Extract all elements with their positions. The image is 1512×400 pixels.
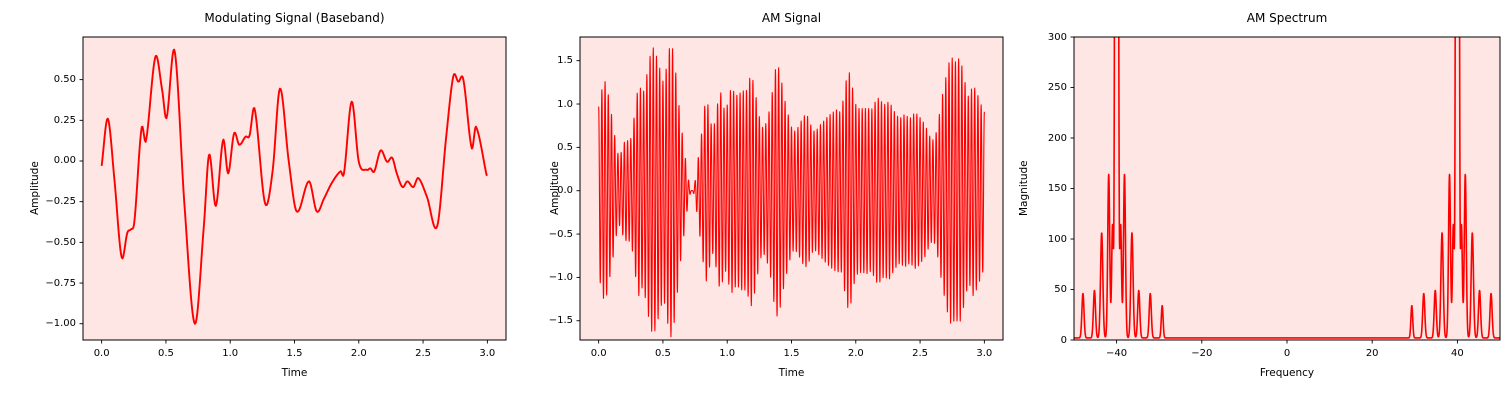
plot-title-baseband: Modulating Signal (Baseband) [204,11,385,25]
y-tick-label: 200 [1047,132,1067,144]
y-tick-label: 0.0 [557,185,573,197]
y-tick-label: 0.50 [53,74,76,86]
x-tick-label: 2.5 [415,348,432,359]
y-tick-label: 1.0 [557,98,573,110]
y-tick-label: 0 [1060,334,1067,346]
x-axis-label-am-signal: Time [778,367,805,379]
y-tick-label: 1.5 [557,55,573,67]
y-tick-label: −1.5 [548,315,573,327]
plot-area-bg [1074,37,1500,340]
x-tick-label: 2.0 [847,348,864,359]
x-tick-label: 2.0 [350,348,367,359]
y-tick-label: −1.00 [45,318,76,330]
x-tick-label: −20 [1191,348,1213,359]
x-tick-label: 20 [1365,348,1379,359]
x-tick-label: 40 [1451,348,1464,359]
x-tick-label: 3.0 [976,348,993,359]
x-tick-label: 1.0 [719,348,736,359]
x-tick-label: 2.5 [912,348,929,359]
baseband-signal-line [100,48,488,325]
x-tick-label: 1.0 [222,348,239,359]
x-tick-label: 0 [1283,348,1291,359]
plot-area-bg [83,37,506,340]
y-tick-label: −1.0 [548,271,573,283]
y-tick-label: −0.50 [45,236,76,248]
y-tick-label: 0.00 [53,155,76,167]
y-tick-label: 0.25 [53,114,76,126]
y-tick-label: 50 [1054,284,1067,295]
y-tick-label: 0.5 [557,141,573,153]
x-tick-label: −40 [1106,348,1128,359]
plot-area-bg [580,37,1003,340]
x-tick-label: 0.5 [157,348,174,359]
y-tick-label: 100 [1047,233,1067,245]
x-tick-label: 0.5 [654,348,671,359]
y-tick-label: −0.25 [45,196,76,208]
plot-title-am-signal: AM Signal [761,11,822,25]
x-tick-label: 1.5 [783,348,800,359]
x-axis-label-am-spectrum: Frequency [1259,367,1315,379]
x-tick-label: 3.0 [479,348,496,359]
am-signal-line [598,47,985,338]
y-tick-label: −0.75 [45,277,76,289]
y-tick-label: 250 [1047,82,1067,93]
am-spectrum-line [1074,37,1500,339]
x-tick-label: 0.0 [93,348,110,359]
x-axis-label-baseband: Time [281,367,308,379]
y-tick-label: 300 [1047,31,1067,43]
plot-title-am-spectrum: AM Spectrum [1246,11,1328,25]
x-tick-label: 0.0 [590,348,607,359]
y-tick-label: 150 [1047,183,1067,194]
x-tick-label: 1.5 [286,348,303,359]
y-tick-label: −0.5 [548,228,573,240]
